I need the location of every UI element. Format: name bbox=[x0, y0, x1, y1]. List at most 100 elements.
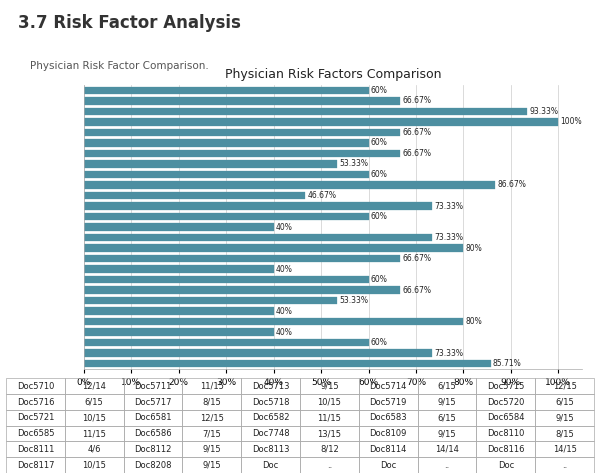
Bar bbox=[84, 360, 491, 368]
Bar bbox=[84, 350, 432, 357]
Bar bbox=[84, 160, 337, 168]
Bar bbox=[182, 410, 241, 426]
Bar bbox=[84, 223, 274, 231]
Text: Doc8114: Doc8114 bbox=[370, 445, 407, 454]
Text: 10/15: 10/15 bbox=[317, 397, 341, 407]
Bar bbox=[535, 410, 594, 426]
Bar bbox=[84, 139, 368, 147]
Bar bbox=[84, 171, 368, 178]
Bar bbox=[359, 457, 418, 473]
Bar bbox=[535, 378, 594, 394]
Bar bbox=[418, 378, 476, 394]
Text: Doc6583: Doc6583 bbox=[370, 413, 407, 422]
Text: 11/15: 11/15 bbox=[200, 382, 224, 391]
Bar bbox=[535, 426, 594, 441]
Text: Doc8113: Doc8113 bbox=[252, 445, 289, 454]
Text: Doc6584: Doc6584 bbox=[487, 413, 524, 422]
Text: 60%: 60% bbox=[371, 139, 388, 148]
Text: 6/15: 6/15 bbox=[437, 413, 457, 422]
Bar bbox=[84, 202, 432, 210]
Bar bbox=[124, 378, 182, 394]
Bar bbox=[84, 234, 432, 241]
Text: 73.33%: 73.33% bbox=[434, 201, 463, 210]
Bar bbox=[300, 394, 359, 410]
Text: 80%: 80% bbox=[466, 244, 482, 253]
Text: 40%: 40% bbox=[276, 328, 293, 337]
Bar bbox=[418, 457, 476, 473]
Bar bbox=[300, 378, 359, 394]
Text: 12/15: 12/15 bbox=[553, 382, 577, 391]
Bar bbox=[418, 426, 476, 441]
Text: Doc5717: Doc5717 bbox=[134, 397, 172, 407]
Bar bbox=[84, 339, 368, 346]
Bar bbox=[359, 441, 418, 457]
Text: Doc5710: Doc5710 bbox=[17, 382, 54, 391]
Bar bbox=[124, 410, 182, 426]
Text: 73.33%: 73.33% bbox=[434, 349, 463, 358]
Bar bbox=[300, 457, 359, 473]
Bar bbox=[84, 286, 400, 294]
Text: Doc8111: Doc8111 bbox=[17, 445, 54, 454]
Text: Doc7748: Doc7748 bbox=[252, 429, 289, 438]
Text: 14/15: 14/15 bbox=[553, 445, 577, 454]
Bar bbox=[535, 394, 594, 410]
Bar bbox=[124, 394, 182, 410]
Text: Doc5719: Doc5719 bbox=[370, 397, 407, 407]
Text: 66.67%: 66.67% bbox=[403, 149, 431, 158]
Bar bbox=[84, 108, 527, 115]
Text: 12/15: 12/15 bbox=[200, 413, 224, 422]
Bar bbox=[84, 297, 337, 305]
Bar bbox=[6, 441, 65, 457]
Bar bbox=[84, 213, 368, 220]
Text: Doc5718: Doc5718 bbox=[252, 397, 289, 407]
Bar bbox=[300, 410, 359, 426]
Bar bbox=[65, 441, 124, 457]
Text: 11/15: 11/15 bbox=[317, 413, 341, 422]
Bar bbox=[84, 192, 305, 199]
Text: Doc8112: Doc8112 bbox=[134, 445, 172, 454]
Bar bbox=[182, 378, 241, 394]
Bar bbox=[65, 457, 124, 473]
Bar bbox=[84, 129, 400, 136]
Text: 100%: 100% bbox=[560, 117, 582, 126]
Bar bbox=[84, 328, 274, 336]
Bar bbox=[241, 457, 300, 473]
Text: 80%: 80% bbox=[466, 317, 482, 326]
Bar bbox=[84, 149, 400, 157]
Bar bbox=[535, 441, 594, 457]
Bar bbox=[6, 410, 65, 426]
Text: Doc: Doc bbox=[380, 461, 397, 470]
Text: Doc5720: Doc5720 bbox=[487, 397, 524, 407]
Bar bbox=[418, 394, 476, 410]
Bar bbox=[6, 426, 65, 441]
Text: 7/15: 7/15 bbox=[202, 429, 221, 438]
Bar bbox=[84, 318, 463, 325]
Bar bbox=[359, 378, 418, 394]
Bar bbox=[84, 276, 368, 283]
Bar bbox=[124, 441, 182, 457]
Text: 4/6: 4/6 bbox=[88, 445, 101, 454]
Text: Doc8116: Doc8116 bbox=[487, 445, 524, 454]
Bar bbox=[359, 394, 418, 410]
Bar bbox=[476, 378, 535, 394]
Bar bbox=[359, 410, 418, 426]
Text: 14/14: 14/14 bbox=[435, 445, 459, 454]
Text: 3.7 Risk Factor Analysis: 3.7 Risk Factor Analysis bbox=[18, 14, 241, 32]
Bar bbox=[241, 410, 300, 426]
Text: Doc8208: Doc8208 bbox=[134, 461, 172, 470]
Text: Doc5721: Doc5721 bbox=[17, 413, 54, 422]
Title: Physician Risk Factors Comparison: Physician Risk Factors Comparison bbox=[225, 68, 441, 81]
Text: 60%: 60% bbox=[371, 170, 388, 179]
Text: 9/15: 9/15 bbox=[437, 429, 457, 438]
Text: 10/15: 10/15 bbox=[82, 461, 106, 470]
Text: 86.67%: 86.67% bbox=[497, 181, 526, 190]
Bar bbox=[241, 441, 300, 457]
Text: Doc6582: Doc6582 bbox=[252, 413, 289, 422]
Bar bbox=[65, 426, 124, 441]
Bar bbox=[535, 457, 594, 473]
Bar bbox=[476, 394, 535, 410]
Text: 66.67%: 66.67% bbox=[403, 96, 431, 105]
Text: 11/15: 11/15 bbox=[82, 429, 106, 438]
Text: 9/15: 9/15 bbox=[202, 461, 221, 470]
Text: Doc8117: Doc8117 bbox=[17, 461, 54, 470]
